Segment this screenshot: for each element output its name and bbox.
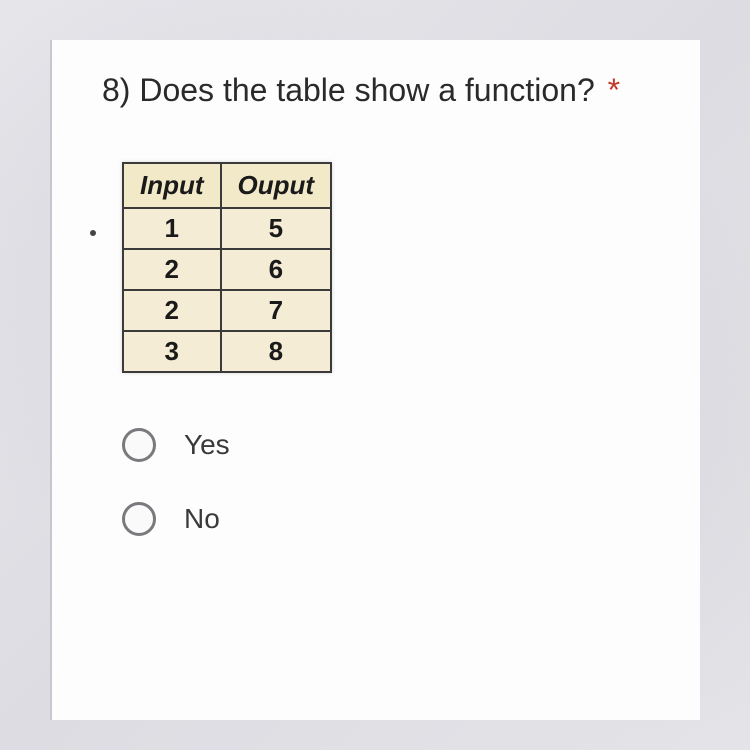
table-cell: 1 xyxy=(123,208,221,249)
option-label: Yes xyxy=(184,429,230,461)
bullet-dot-icon xyxy=(90,230,96,236)
data-table-wrap: Input Ouput 1 5 2 6 2 7 3 xyxy=(122,162,332,373)
radio-icon xyxy=(122,502,156,536)
option-yes[interactable]: Yes xyxy=(122,428,670,462)
question-card: 8) Does the table show a function? * Inp… xyxy=(50,40,700,720)
question-prompt: 8) Does the table show a function? * xyxy=(102,70,670,112)
data-table: Input Ouput 1 5 2 6 2 7 3 xyxy=(122,162,332,373)
question-number: 8) xyxy=(102,72,130,108)
table-cell: 2 xyxy=(123,290,221,331)
option-label: No xyxy=(184,503,220,535)
radio-icon xyxy=(122,428,156,462)
table-row: 2 6 xyxy=(123,249,331,290)
required-asterisk: * xyxy=(608,72,620,108)
table-cell: 3 xyxy=(123,331,221,372)
table-cell: 5 xyxy=(221,208,332,249)
table-header-row: Input Ouput xyxy=(123,163,331,208)
table-cell: 6 xyxy=(221,249,332,290)
table-row: 1 5 xyxy=(123,208,331,249)
col-header-output: Ouput xyxy=(221,163,332,208)
table-row: 3 8 xyxy=(123,331,331,372)
table-cell: 7 xyxy=(221,290,332,331)
col-header-input: Input xyxy=(123,163,221,208)
question-body: Does the table show a function? xyxy=(139,72,594,108)
table-cell: 8 xyxy=(221,331,332,372)
table-cell: 2 xyxy=(123,249,221,290)
answer-options: Yes No xyxy=(122,428,670,536)
table-row: 2 7 xyxy=(123,290,331,331)
option-no[interactable]: No xyxy=(122,502,670,536)
